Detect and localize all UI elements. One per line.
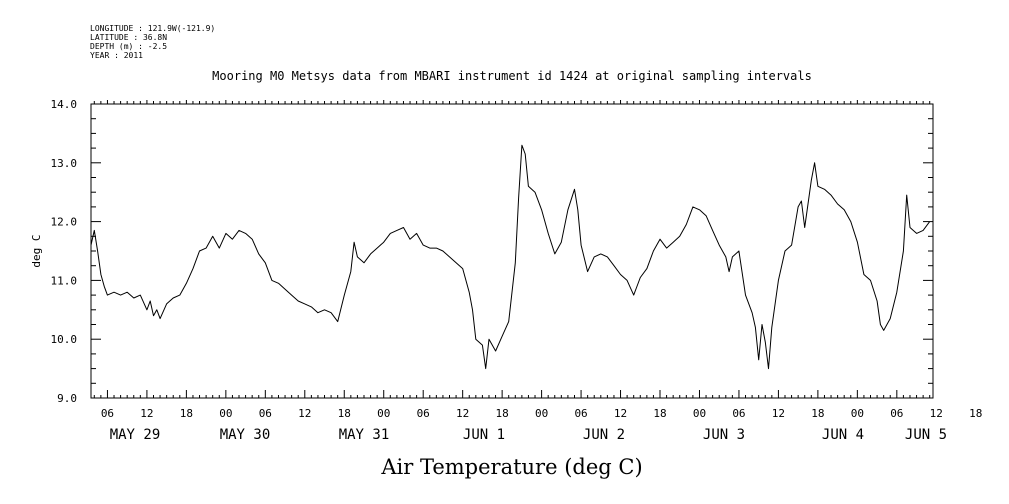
x-hour-label: 12 bbox=[456, 407, 469, 420]
x-hour-label: 06 bbox=[259, 407, 272, 420]
chart-title: Mooring M0 Metsys data from MBARI instru… bbox=[212, 69, 812, 83]
metadata-year: YEAR : 2011 bbox=[90, 51, 143, 60]
x-day-label: JUN 1 bbox=[463, 427, 505, 443]
x-hour-label: 18 bbox=[180, 407, 193, 420]
axes: 9.0 10.0 11.0 12.0 13.0 14.0 06 12 18 00 06 12 18 00 0… bbox=[51, 98, 1009, 443]
metadata-longitude: LONGITUDE : 121.9W(-121.9) bbox=[90, 24, 215, 33]
x-hour-label: 06 bbox=[101, 407, 114, 420]
x-hour-label: 18 bbox=[969, 407, 982, 420]
x-day-label: JUN 2 bbox=[583, 427, 625, 443]
metadata-depth: DEPTH (m) : -2.5 bbox=[90, 42, 167, 51]
x-hour-label: 00 bbox=[535, 407, 548, 420]
metadata-latitude: LATITUDE : 36.8N bbox=[90, 33, 167, 42]
x-hour-label: 12 bbox=[140, 407, 153, 420]
x-day-label: JUN 3 bbox=[703, 427, 745, 443]
x-day-label: MAY 30 bbox=[220, 427, 271, 443]
x-hour-label: 06 bbox=[732, 407, 745, 420]
x-hour-label: 12 bbox=[772, 407, 785, 420]
x-day-label: JUN 4 bbox=[822, 427, 864, 443]
x-hour-label: 18 bbox=[496, 407, 509, 420]
x-hour-label: 06 bbox=[417, 407, 430, 420]
y-tick-label: 9.0 bbox=[57, 392, 77, 405]
x-hour-label: 12 bbox=[614, 407, 627, 420]
x-hour-label: 18 bbox=[811, 407, 824, 420]
x-hour-label: 06 bbox=[574, 407, 587, 420]
series-line bbox=[90, 144, 931, 370]
x-day-label: JUN 5 bbox=[905, 427, 947, 443]
plot-frame bbox=[90, 103, 934, 399]
x-hour-label: 12 bbox=[930, 407, 943, 420]
x-hour-label: 18 bbox=[338, 407, 351, 420]
x-hour-label: 12 bbox=[298, 407, 311, 420]
y-tick-label: 14.0 bbox=[51, 98, 78, 111]
x-axis-label: Air Temperature (deg C) bbox=[380, 455, 642, 479]
metadata-block: LONGITUDE : 121.9W(-121.9) LATITUDE : 36… bbox=[90, 24, 215, 60]
x-hour-label: 06 bbox=[890, 407, 903, 420]
x-day-label: MAY 29 bbox=[110, 427, 161, 443]
x-hour-label: 18 bbox=[653, 407, 666, 420]
x-hour-label: 00 bbox=[693, 407, 706, 420]
x-hour-label: 00 bbox=[851, 407, 864, 420]
x-hour-label: 00 bbox=[219, 407, 232, 420]
y-tick-label: 10.0 bbox=[51, 333, 78, 346]
y-axis-label: deg C bbox=[30, 234, 43, 267]
x-day-label: MAY 31 bbox=[339, 427, 390, 443]
y-tick-label: 11.0 bbox=[51, 274, 78, 287]
y-tick-label: 13.0 bbox=[51, 157, 78, 170]
y-tick-label: 12.0 bbox=[51, 216, 78, 229]
series-group bbox=[90, 144, 931, 370]
x-hour-label: 00 bbox=[377, 407, 390, 420]
